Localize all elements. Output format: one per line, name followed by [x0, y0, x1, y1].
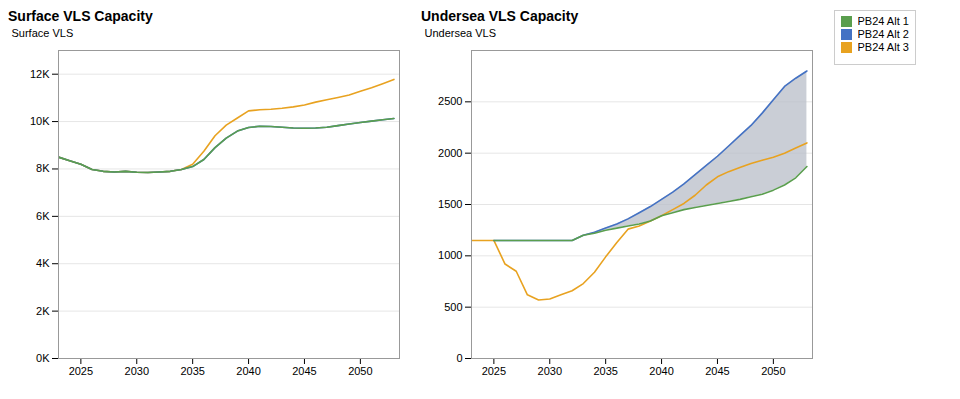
svg-text:12K: 12K: [30, 68, 50, 80]
svg-text:1500: 1500: [438, 198, 462, 210]
svg-text:Undersea VLS: Undersea VLS: [425, 27, 497, 39]
svg-text:2050: 2050: [348, 365, 372, 377]
svg-text:0: 0: [456, 352, 462, 364]
svg-text:6K: 6K: [36, 210, 50, 222]
svg-text:10K: 10K: [30, 115, 50, 127]
svg-text:2500: 2500: [438, 95, 462, 107]
svg-text:2000: 2000: [438, 147, 462, 159]
svg-text:2030: 2030: [125, 365, 149, 377]
svg-text:2035: 2035: [593, 365, 617, 377]
svg-text:2025: 2025: [69, 365, 93, 377]
svg-text:2025: 2025: [482, 365, 506, 377]
html-text:Surface VLS Capacity: Surface VLS Capacity: [8, 8, 153, 24]
svg-text:2040: 2040: [236, 365, 260, 377]
svg-text:2050: 2050: [761, 365, 785, 377]
svg-text:4K: 4K: [36, 257, 50, 269]
svg-text:2040: 2040: [649, 365, 673, 377]
svg-text:0K: 0K: [36, 352, 50, 364]
svg-text:2045: 2045: [705, 365, 729, 377]
svg-text:2K: 2K: [36, 305, 50, 317]
svg-text:2035: 2035: [180, 365, 204, 377]
html-text:Undersea VLS Capacity: Undersea VLS Capacity: [421, 8, 579, 24]
html-text:PB24 Alt 2: PB24 Alt 2: [857, 28, 909, 40]
svg-text:1000: 1000: [438, 249, 462, 261]
svg-text:8K: 8K: [36, 162, 50, 174]
html-text:PB24 Alt 1: PB24 Alt 1: [857, 15, 909, 27]
html-text:PB24 Alt 3: PB24 Alt 3: [857, 41, 909, 53]
svg-text:Surface VLS: Surface VLS: [12, 27, 74, 39]
svg-text:500: 500: [444, 301, 462, 313]
svg-text:2045: 2045: [292, 365, 316, 377]
svg-text:2030: 2030: [538, 365, 562, 377]
